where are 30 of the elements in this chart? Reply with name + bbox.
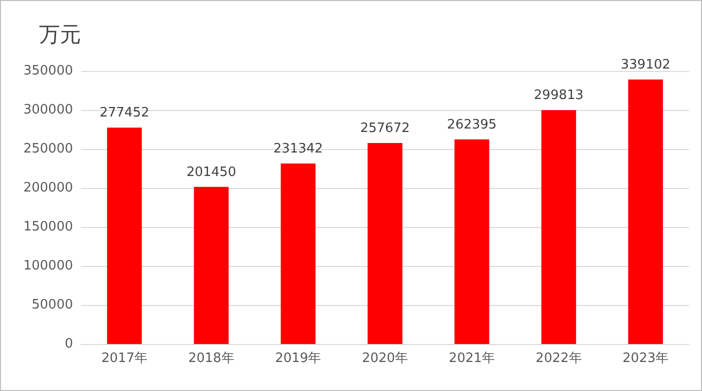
- data-label: 299813: [534, 88, 584, 104]
- y-tick-label: 50000: [32, 298, 73, 312]
- bar: [107, 128, 142, 344]
- data-label: 201450: [186, 164, 236, 180]
- x-tick-label: 2017年: [101, 351, 148, 366]
- y-tick-label: 250000: [23, 142, 73, 156]
- bar: [628, 80, 663, 344]
- x-tick-label: 2019年: [275, 351, 322, 366]
- bar: [454, 139, 490, 344]
- data-label: 262395: [447, 117, 497, 132]
- x-tick-label: 2018年: [188, 351, 234, 366]
- y-tick-label: 150000: [23, 220, 73, 234]
- x-tick-label: 2022年: [536, 351, 582, 366]
- bar: [194, 186, 229, 344]
- y-axis-title: 万元: [39, 22, 81, 46]
- data-label: 257672: [360, 121, 410, 136]
- x-tick-label: 2023年: [622, 351, 669, 366]
- data-label: 339102: [620, 58, 670, 72]
- x-tick-label: 2020年: [362, 351, 408, 366]
- y-tick-label: 350000: [23, 64, 73, 78]
- x-tick-label: 2021年: [448, 351, 495, 366]
- y-tick-label: 200000: [23, 180, 73, 196]
- bar: [541, 110, 576, 344]
- data-label: 277452: [100, 106, 150, 121]
- bar: [280, 164, 316, 344]
- bar: [368, 143, 402, 344]
- y-tick-label: 100000: [23, 258, 73, 274]
- y-tick-label: 300000: [23, 102, 73, 118]
- data-label: 231342: [273, 142, 323, 157]
- y-tick-label: 0: [64, 336, 73, 352]
